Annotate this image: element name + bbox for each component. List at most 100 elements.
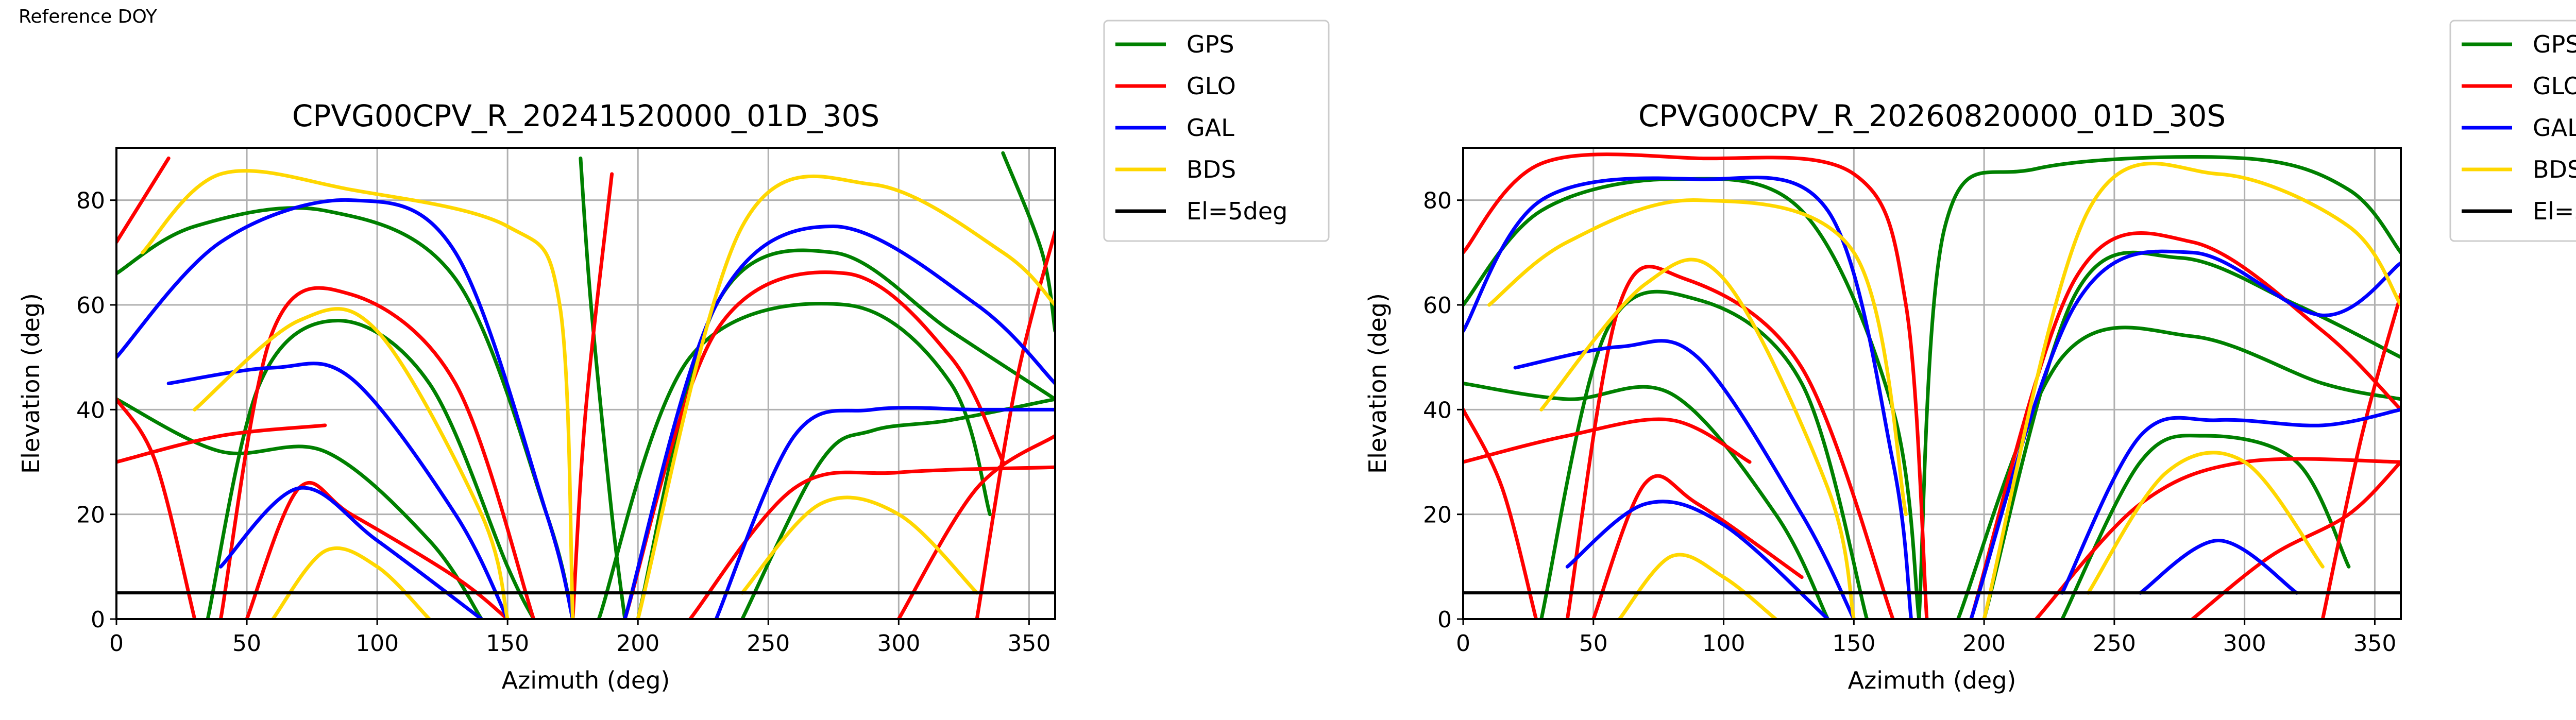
x-tick-label: 100 <box>355 630 399 657</box>
x-tick-label: 350 <box>1007 630 1050 657</box>
track-gps <box>1463 382 1830 619</box>
track-bds <box>271 546 431 619</box>
legend-label: GPS <box>1187 30 1234 58</box>
track-glo <box>1463 407 1538 619</box>
track-gal <box>218 486 484 619</box>
track-glo <box>245 481 510 619</box>
y-tick-label: 60 <box>76 293 105 319</box>
x-tick-label: 150 <box>486 630 529 657</box>
legend: GPS GLO GAL BDS El=5deg <box>2449 20 2576 242</box>
track-gps <box>579 156 627 619</box>
track-gps <box>206 318 536 619</box>
chart-title: CPVG00CPV_R_20241520000_01D_30S <box>292 98 879 133</box>
y-tick-label: 0 <box>91 607 105 633</box>
track-bds <box>1487 198 1908 517</box>
track-glo <box>1969 231 2401 619</box>
x-tick-label: 250 <box>2093 630 2136 657</box>
track-glo <box>623 270 1005 619</box>
track-bds <box>2086 451 2325 595</box>
track-glo <box>2034 457 2401 619</box>
track-bds <box>1617 553 1778 619</box>
track-bds <box>193 307 510 619</box>
axes-frame <box>1462 147 2402 620</box>
legend-label: GLO <box>1187 72 1236 100</box>
track-glo <box>1463 417 1752 464</box>
legend-label: GAL <box>2533 114 2576 142</box>
x-tick-label: 300 <box>2223 630 2266 657</box>
track-gal <box>116 198 575 619</box>
legend-label: GPS <box>2533 30 2576 58</box>
track-glo <box>896 434 1055 619</box>
y-tick-label: 40 <box>1423 397 1452 423</box>
track-bds <box>1539 258 1856 619</box>
track-gal <box>1513 339 1856 619</box>
x-tick-label: 50 <box>232 630 261 657</box>
track-glo <box>571 172 614 619</box>
track-gal <box>714 406 1055 619</box>
legend: GPS GLO GAL BDS El=5deg <box>1103 20 1330 242</box>
track-bds <box>141 169 575 619</box>
x-axis-label: Azimuth (deg) <box>1848 666 2016 694</box>
track-glo <box>1591 474 1804 619</box>
track-gal <box>1565 500 1830 619</box>
track-gps <box>636 248 1055 619</box>
reference-doy-label: Reference DOY <box>19 6 158 27</box>
track-glo <box>2191 460 2401 619</box>
legend-label: El=5deg <box>2533 197 2576 225</box>
x-tick-label: 350 <box>2353 630 2396 657</box>
y-tick-label: 20 <box>1423 502 1452 528</box>
axes-frame <box>115 147 1056 620</box>
x-tick-label: 0 <box>109 630 124 657</box>
x-tick-label: 150 <box>1832 630 1875 657</box>
y-axis-label: Elevation (deg) <box>17 293 45 474</box>
x-tick-label: 250 <box>747 630 790 657</box>
x-tick-label: 0 <box>1456 630 1470 657</box>
track-gps <box>1917 155 2401 619</box>
track-glo <box>116 156 171 244</box>
track-gps <box>1463 177 1921 619</box>
track-glo <box>1565 265 1895 619</box>
track-glo <box>2320 293 2401 619</box>
x-tick-label: 200 <box>616 630 659 657</box>
y-axis-label: Elevation (deg) <box>1364 293 1392 474</box>
track-glo <box>1463 152 1929 619</box>
track-glo <box>975 230 1055 619</box>
track-gal <box>623 224 1055 619</box>
track-bds <box>636 174 1055 619</box>
track-glo <box>116 423 327 464</box>
track-gps <box>597 302 992 619</box>
track-gps <box>740 397 1055 619</box>
x-axis-label: Azimuth (deg) <box>502 666 670 694</box>
track-glo <box>116 397 197 619</box>
legend-label: GLO <box>2533 72 2576 100</box>
legend-label: BDS <box>1187 156 1236 183</box>
track-glo <box>688 465 1055 619</box>
y-tick-label: 80 <box>76 188 105 214</box>
skyplot-right: 0 50 100 150 200 250 300 350 0 20 40 60 80 CPVG00CPV_… <box>1364 20 2576 694</box>
satellite-tracks <box>116 151 1055 619</box>
y-tick-label: 60 <box>1423 293 1452 319</box>
y-tick-label: 20 <box>76 502 105 528</box>
legend-label: BDS <box>2533 156 2576 183</box>
track-glo <box>218 286 536 619</box>
x-tick-label: 100 <box>1702 630 1745 657</box>
track-bds <box>740 495 979 595</box>
legend-label: GAL <box>1187 114 1234 142</box>
y-tick-label: 80 <box>1423 188 1452 214</box>
track-gps <box>1956 325 2401 619</box>
y-tick-label: 0 <box>1437 607 1452 633</box>
skyplot-left: 0 50 100 150 200 250 300 350 0 20 40 60 80 CPVG00CPV_… <box>17 20 1330 694</box>
track-gal <box>1463 176 1913 619</box>
track-gps <box>116 397 484 619</box>
track-gps <box>2060 434 2351 619</box>
y-tick-label: 40 <box>76 397 105 423</box>
x-tick-label: 50 <box>1579 630 1608 657</box>
satellite-tracks <box>1463 152 2401 619</box>
track-gps <box>1001 151 1055 333</box>
track-gal <box>2060 407 2401 595</box>
legend-label: El=5deg <box>1187 197 1287 225</box>
chart-title: CPVG00CPV_R_20260820000_01D_30S <box>1638 98 2226 133</box>
x-tick-label: 200 <box>1962 630 2006 657</box>
x-tick-label: 300 <box>877 630 920 657</box>
